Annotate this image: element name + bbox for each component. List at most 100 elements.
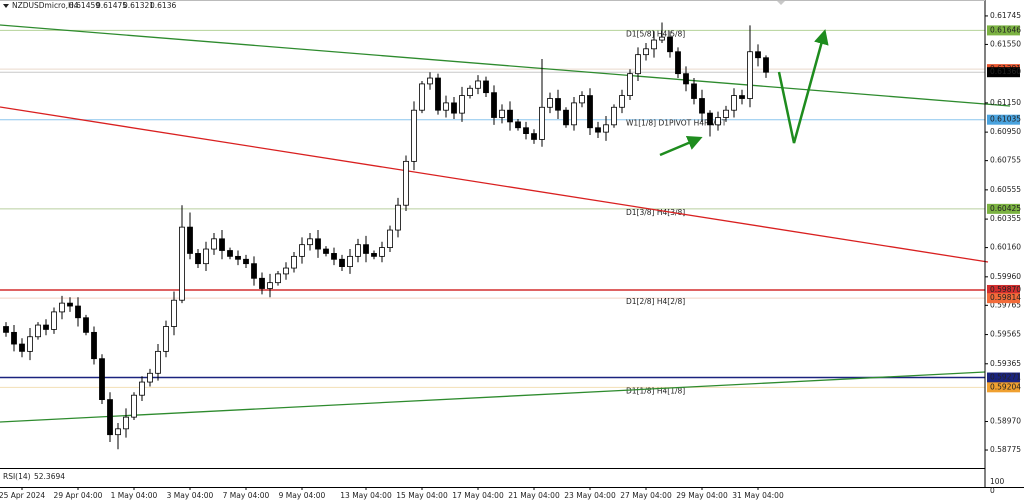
level-text: W1[1/8] D1PIVOT H4PIVOT (626, 119, 727, 128)
candle-body (483, 80, 489, 94)
candle-body (123, 416, 129, 430)
candle-body (659, 36, 665, 41)
candle-body (675, 51, 681, 75)
x-tick-label: 29 Apr 04:00 (54, 491, 103, 500)
candle-body (379, 247, 385, 257)
x-tick-label: 13 May 04:00 (340, 491, 392, 500)
candle-body (731, 95, 737, 111)
candle-body (571, 102, 577, 126)
arrow (777, 29, 829, 144)
x-tick-label: 27 May 04:00 (620, 491, 672, 500)
candle-body (683, 73, 689, 85)
levels: D1[5/8] H4[5/8] W1[1/8] D1PIVOT H4PIVOT D1… (0, 29, 985, 395)
candle-body (115, 428, 121, 436)
candle-body (331, 253, 337, 260)
candle-body (299, 244, 305, 257)
x-tick-label: 3 May 04:00 (167, 491, 214, 500)
candle-body (531, 133, 537, 140)
candle-body (75, 305, 81, 319)
candle-body (139, 381, 145, 396)
candle-body (435, 77, 441, 111)
price-label-box (987, 372, 1020, 383)
candle-body (83, 317, 89, 333)
candle-body (755, 51, 761, 59)
candle-body (499, 109, 505, 118)
candle-body (667, 36, 673, 53)
candle-body (99, 358, 105, 400)
x-tick-label: 23 May 04:00 (564, 491, 616, 500)
candle-body (587, 95, 593, 129)
candle-body (227, 250, 233, 257)
ohlc-high: 0.61475 (96, 1, 127, 10)
candle-body (547, 98, 553, 108)
rsi-name: RSI(14) (3, 472, 31, 481)
candle-body (163, 326, 169, 352)
candle-body (371, 253, 377, 257)
y-tick-label: 0.59765 (990, 300, 1021, 309)
candle-body (315, 238, 321, 250)
y-tick-label: 0.58970 (990, 417, 1021, 426)
axes: 0.61745 0.61550 0.61150 0.60950 0.60755 0.605… (0, 11, 1021, 500)
candle-body (51, 311, 57, 330)
candle-body (459, 95, 465, 114)
candle-body (635, 54, 641, 75)
candle-body (219, 238, 225, 251)
y-tick-label: 0.60950 (990, 127, 1021, 136)
candle-body (451, 102, 457, 114)
price-label: 0.59870 (990, 285, 1021, 294)
rsi-value: 52.3694 (34, 472, 65, 481)
candle-body (3, 326, 9, 333)
candle-body (11, 331, 17, 345)
price-label: 0.59204 (990, 382, 1021, 391)
candle-body (235, 255, 241, 260)
candle-body (699, 98, 705, 114)
candle-body (443, 102, 449, 111)
candle-body (171, 299, 177, 327)
rsi-tick-label: 0 (990, 486, 995, 495)
price-label-box (987, 284, 1020, 295)
candle-body (563, 109, 569, 126)
candle-body (707, 112, 713, 126)
candle-body (67, 302, 73, 307)
candle-body (723, 109, 729, 118)
price-label-box (987, 67, 1020, 78)
arrow (659, 135, 703, 157)
candle-body (691, 83, 697, 99)
level-text: D1[5/8] H4[5/8] (626, 29, 685, 38)
candle-body (283, 267, 289, 275)
level-text: D1[1/8] H4[1/8] (626, 386, 685, 395)
x-tick-label: 25 Apr 2024 (0, 491, 45, 500)
candle-body (347, 255, 353, 267)
y-tick-label: 0.61550 (990, 39, 1021, 48)
price-label-box (987, 25, 1020, 36)
y-tick-label: 0.60355 (990, 214, 1021, 223)
candle-body (211, 238, 217, 250)
candle-body (411, 109, 417, 162)
candle-body (555, 98, 561, 111)
candle-body (627, 73, 633, 96)
candle-body (155, 350, 161, 374)
symbol: NZDUSDmicro,H4 (12, 1, 79, 10)
x-tick-label: 31 May 04:00 (732, 491, 784, 500)
shift-marker (776, 0, 786, 5)
candle-body (515, 121, 521, 129)
x-tick-label: 29 May 04:00 (676, 491, 728, 500)
x-tick-label: 17 May 04:00 (452, 491, 504, 500)
candle-body (651, 39, 657, 50)
candle-body (147, 372, 153, 383)
candle-body (355, 244, 361, 257)
menu-arrow[interactable] (3, 4, 9, 8)
candle-body (419, 83, 425, 111)
price-label: 0.61035 (990, 115, 1021, 124)
rsi-tick-label: 100 (990, 477, 1005, 486)
candle-body (267, 282, 273, 289)
candles (3, 22, 769, 450)
candle-body (395, 204, 401, 231)
candle-body (259, 277, 265, 289)
candle-body (747, 51, 753, 99)
price-label: 0.59271 (990, 373, 1021, 382)
candle-body (507, 109, 513, 123)
candle-body (427, 77, 433, 85)
candle-body (763, 57, 769, 73)
